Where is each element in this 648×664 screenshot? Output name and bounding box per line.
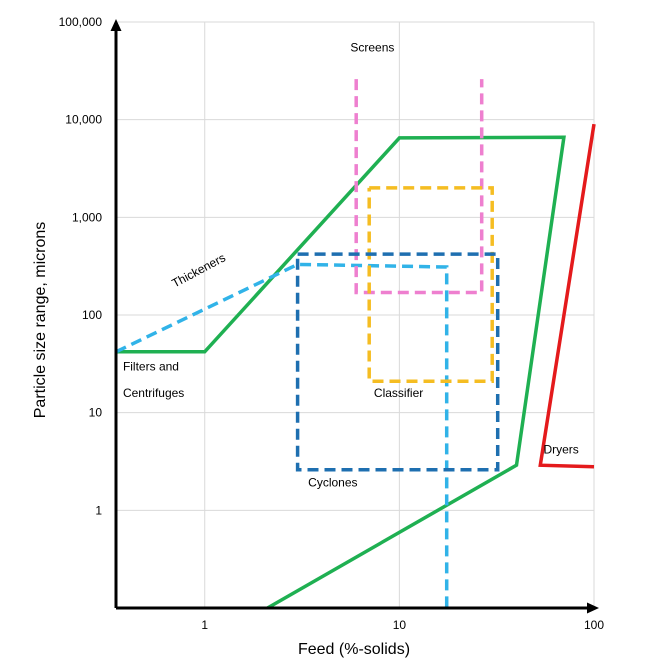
series-classifier	[367, 186, 494, 383]
x-axis-title: Feed (%-solids)	[298, 641, 410, 658]
x-tick-label: 100	[584, 618, 604, 632]
annotation-classifier: Classifier	[374, 386, 423, 400]
y-tick-label: 1,000	[72, 210, 102, 224]
annotation-screens: Screens	[350, 40, 394, 54]
series-thickeners	[115, 262, 449, 608]
x-axis-arrow	[587, 602, 599, 614]
y-tick-label: 10,000	[65, 113, 102, 127]
annotations: Screens Thickeners Filters and Centrifuges C…	[123, 40, 579, 489]
axes	[110, 19, 599, 614]
series-dryers	[538, 123, 596, 469]
y-axis-title: Particle size range, microns	[32, 222, 49, 419]
grid	[116, 21, 595, 608]
annotation-dryers: Dryers	[543, 443, 578, 457]
y-tick-label: 1	[95, 503, 102, 517]
annotation-thickeners: Thickeners	[169, 251, 227, 291]
y-tick-label: 100,000	[59, 15, 103, 29]
annotation-cyclones: Cyclones	[308, 476, 357, 490]
y-tick-label: 100	[82, 308, 102, 322]
series-layer	[115, 79, 596, 610]
x-tick-label: 10	[393, 618, 407, 632]
annotation-filters-and: Filters and	[123, 360, 179, 374]
y-tick-label: 10	[89, 406, 103, 420]
x-tick-label: 1	[201, 618, 208, 632]
series-filters-and-centrifuges	[116, 135, 566, 610]
y-axis-arrow	[110, 19, 122, 31]
series-cyclones	[295, 252, 500, 472]
annotation-centrifuges: Centrifuges	[123, 386, 184, 400]
tick-labels: 1 10 100 1 10 100 1,000 10,000 100,000	[59, 15, 605, 632]
series-screens	[354, 79, 484, 295]
